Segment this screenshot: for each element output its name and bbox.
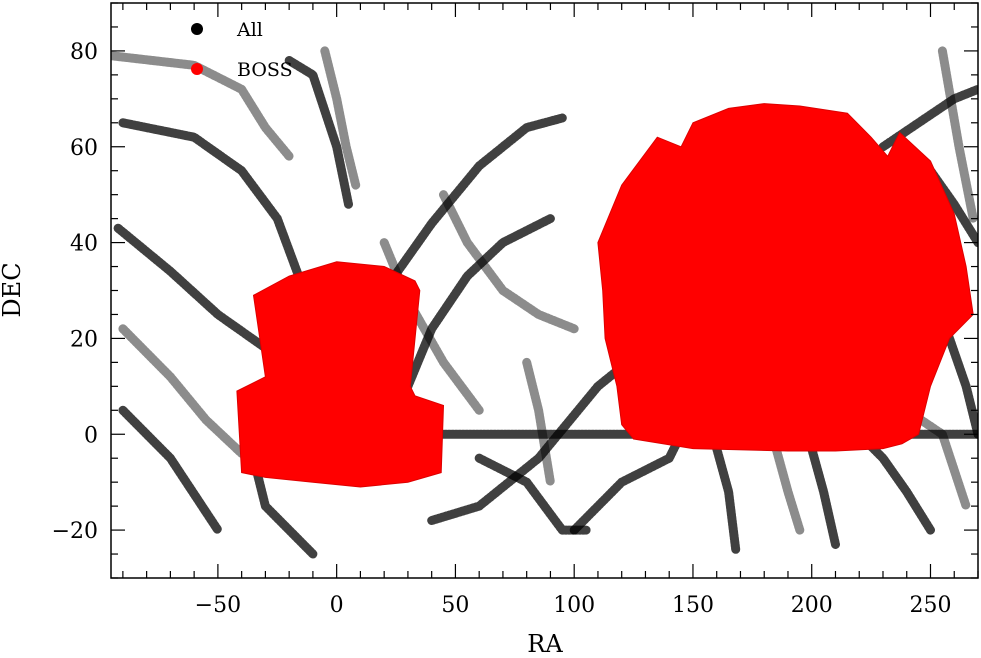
- x-tick-label: 0: [330, 593, 344, 618]
- legend-label-all: All: [236, 19, 263, 41]
- y-tick-label: −20: [52, 519, 98, 544]
- boss-series-regions: [236, 103, 974, 488]
- all-track-24: [937, 46, 978, 224]
- x-tick-label: 200: [791, 593, 833, 618]
- all-track-14: [249, 453, 318, 559]
- legend-label-boss: BOSS: [237, 59, 293, 81]
- all-track-4: [118, 405, 223, 535]
- x-axis-label: RA: [527, 630, 563, 658]
- all-track-3: [118, 324, 247, 458]
- all-series-tracks: [111, 46, 978, 559]
- legend-marker-all: [191, 23, 203, 35]
- y-tick-label: 80: [70, 40, 98, 65]
- boss-region-north-galactic-cap: [597, 103, 974, 452]
- all-track-0: [111, 51, 294, 161]
- all-track-6: [320, 46, 361, 190]
- x-tick-label: 50: [441, 593, 469, 618]
- all-track-15: [522, 357, 555, 487]
- y-axis-label: DEC: [0, 262, 26, 317]
- y-tick-label: 20: [70, 327, 98, 352]
- axis-ticks: [111, 2, 979, 579]
- y-tick-label: 0: [84, 423, 98, 448]
- all-track-2: [113, 223, 270, 353]
- all-track-5: [284, 56, 353, 209]
- y-axis-tick-labels: −20 0 20 40 60 80: [52, 40, 98, 544]
- all-track-17: [712, 444, 741, 554]
- all-track-19: [807, 444, 840, 549]
- boss-region-south-galactic-cap: [236, 261, 445, 488]
- y-tick-label: 40: [70, 232, 98, 257]
- all-track-12: [439, 190, 579, 334]
- x-tick-label: 100: [553, 593, 595, 618]
- all-track-10: [403, 214, 555, 391]
- legend-marker-boss: [191, 63, 203, 75]
- all-track-18: [771, 444, 805, 535]
- x-tick-label: −50: [195, 593, 241, 618]
- legend: All BOSS: [191, 19, 293, 81]
- x-tick-label: 250: [909, 593, 951, 618]
- x-tick-label: 150: [672, 593, 714, 618]
- y-tick-label: 60: [70, 136, 98, 161]
- all-track-9: [379, 238, 484, 415]
- x-axis-tick-labels: −50 0 50 100 150 200 250: [195, 593, 952, 618]
